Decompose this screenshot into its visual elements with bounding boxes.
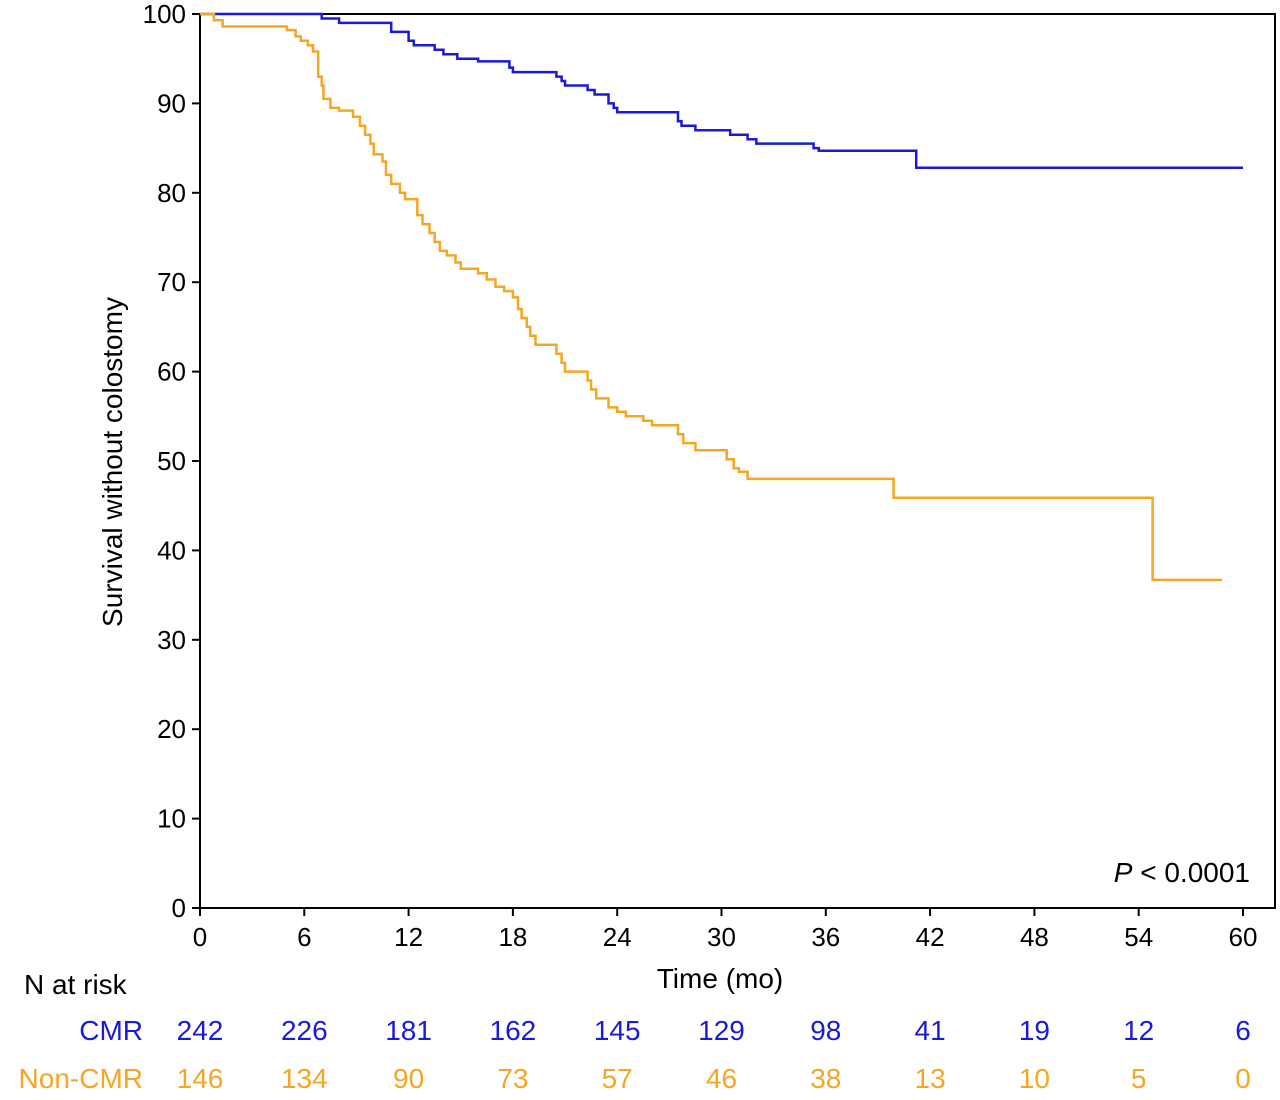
x-tick-label: 48 [1020,922,1049,952]
plot-frame [199,13,1276,909]
at-risk-value: 242 [177,1015,224,1046]
at-risk-title: N at risk [24,969,128,1000]
y-axis: 0 10 20 30 40 50 60 70 80 90 100 [143,0,200,923]
at-risk-value: 0 [1235,1063,1251,1094]
at-risk-value: 6 [1235,1015,1251,1046]
y-tick-label: 100 [143,0,186,29]
x-tick-label: 36 [811,922,840,952]
y-tick-label: 50 [157,446,186,476]
y-tick-label: 60 [157,357,186,387]
p-value-annotation: P < 0.0001 [1114,857,1250,888]
x-tick-label: 18 [498,922,527,952]
at-risk-row-label: CMR [79,1015,143,1046]
x-tick-label: 60 [1229,922,1258,952]
series-layer [200,12,1243,582]
at-risk-value: 162 [490,1015,537,1046]
at-risk-value: 146 [177,1063,224,1094]
y-tick-label: 90 [157,88,186,118]
x-axis: 0 6 12 18 24 30 36 42 48 54 60 [193,908,1258,952]
at-risk-value: 13 [915,1063,946,1094]
x-axis-title: Time (mo) [657,963,784,994]
x-tick-label: 0 [193,922,207,952]
at-risk-table: CMR 242 226 181 162 145 129 98 41 19 12 6 Non-CMR 146… [19,1015,1251,1094]
at-risk-value: 12 [1123,1015,1154,1046]
p-value-italic: P [1114,857,1133,888]
x-tick-label: 12 [394,922,423,952]
x-tick-label: 24 [603,922,632,952]
p-value-rest: < 0.0001 [1132,857,1250,888]
at-risk-value: 57 [602,1063,633,1094]
at-risk-value: 98 [810,1015,841,1046]
at-risk-value: 46 [706,1063,737,1094]
y-axis-title: Survival without colostomy [97,297,128,627]
at-risk-value: 41 [915,1015,946,1046]
series-non-cmr-line [200,12,1223,582]
x-tick-label: 54 [1124,922,1153,952]
y-tick-label: 80 [157,178,186,208]
at-risk-value: 90 [393,1063,424,1094]
at-risk-value: 226 [281,1015,328,1046]
at-risk-value: 129 [698,1015,745,1046]
x-tick-label: 42 [916,922,945,952]
y-tick-label: 0 [172,893,186,923]
series-cmr-line [200,12,1243,170]
x-tick-label: 30 [707,922,736,952]
at-risk-value: 134 [281,1063,328,1094]
at-risk-value: 5 [1131,1063,1147,1094]
y-tick-label: 20 [157,714,186,744]
at-risk-value: 38 [810,1063,841,1094]
at-risk-value: 181 [385,1015,432,1046]
y-tick-label: 70 [157,267,186,297]
y-tick-label: 40 [157,535,186,565]
at-risk-value: 145 [594,1015,641,1046]
at-risk-value: 73 [497,1063,528,1094]
at-risk-row-label: Non-CMR [19,1063,143,1094]
at-risk-value: 19 [1019,1015,1050,1046]
y-tick-label: 10 [157,804,186,834]
x-tick-label: 6 [297,922,311,952]
at-risk-value: 10 [1019,1063,1050,1094]
y-tick-label: 30 [157,625,186,655]
